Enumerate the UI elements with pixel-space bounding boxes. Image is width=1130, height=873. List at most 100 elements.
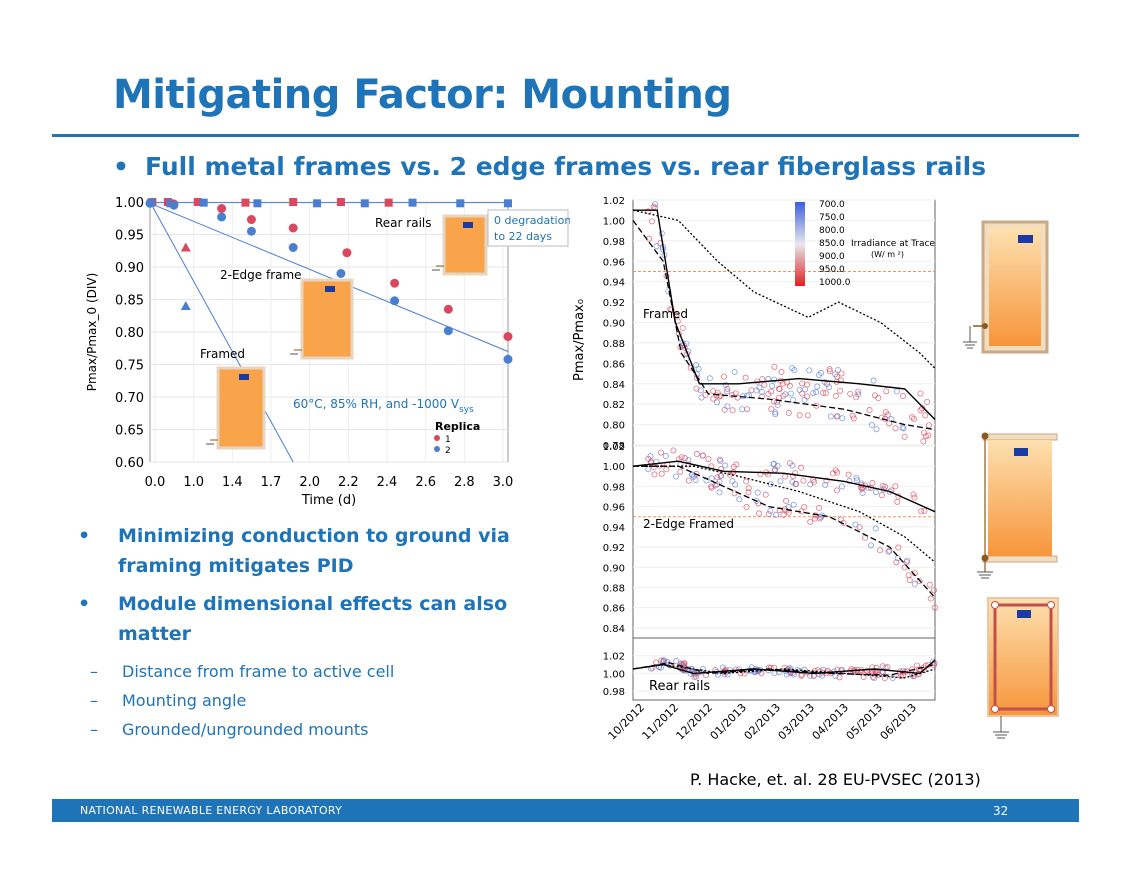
data-point bbox=[930, 658, 937, 665]
bullet-item: • Module dimensional effects can also ma… bbox=[78, 589, 548, 649]
x-tick-label: 0.0 bbox=[145, 475, 166, 490]
data-point bbox=[771, 376, 778, 383]
data-point bbox=[789, 479, 796, 486]
y-tick-label: 0.95 bbox=[115, 229, 144, 244]
colorbar-tick-label: 750.0 bbox=[819, 213, 845, 223]
data-point bbox=[384, 198, 393, 207]
data-point bbox=[739, 406, 746, 413]
data-point bbox=[801, 504, 808, 511]
y-tick-label: 1.00 bbox=[603, 462, 625, 473]
data-point bbox=[889, 675, 896, 682]
framed-module-icon bbox=[963, 220, 1049, 354]
data-point bbox=[833, 413, 840, 420]
data-point bbox=[246, 226, 256, 236]
data-point bbox=[826, 368, 833, 375]
panel-frame bbox=[632, 445, 936, 639]
data-point bbox=[313, 199, 322, 208]
data-point bbox=[289, 198, 298, 206]
data-point bbox=[782, 391, 789, 398]
data-point bbox=[710, 388, 717, 395]
module-icons bbox=[963, 220, 1059, 739]
framed-inset-icon bbox=[206, 366, 266, 450]
data-point bbox=[822, 481, 829, 488]
data-point bbox=[736, 496, 743, 503]
sub-bullet-item: – Mounting angle bbox=[38, 686, 548, 715]
data-point bbox=[921, 429, 928, 436]
edge-framed-module-icon bbox=[977, 432, 1058, 579]
data-point bbox=[838, 370, 845, 377]
data-point bbox=[342, 248, 352, 258]
data-point bbox=[724, 403, 731, 410]
data-point bbox=[658, 470, 665, 477]
data-point bbox=[731, 490, 738, 497]
data-point bbox=[910, 491, 917, 498]
data-point bbox=[852, 668, 859, 675]
data-point bbox=[199, 198, 208, 207]
annotation-subscript: sys bbox=[459, 405, 474, 415]
data-point bbox=[823, 477, 830, 484]
data-point bbox=[873, 426, 880, 433]
data-point bbox=[743, 504, 750, 511]
y-tick-label: 0.85 bbox=[115, 294, 144, 309]
data-point bbox=[807, 518, 814, 525]
junction-box bbox=[463, 222, 473, 228]
data-point bbox=[246, 215, 256, 225]
data-point bbox=[662, 453, 669, 460]
fit-line-dotted bbox=[632, 663, 936, 679]
data-point bbox=[904, 557, 911, 564]
data-point bbox=[911, 580, 918, 587]
sub-bullet-marker: – bbox=[90, 691, 98, 710]
data-point bbox=[772, 409, 779, 416]
panel-label: Framed bbox=[643, 307, 688, 321]
data-point bbox=[773, 511, 780, 518]
data-point bbox=[772, 466, 779, 473]
x-axis-label: Time (d) bbox=[301, 493, 356, 508]
data-point bbox=[688, 471, 695, 478]
data-point bbox=[886, 488, 893, 495]
annotation-conditions: 60°C, 85% RH, and -1000 Vsys bbox=[293, 397, 474, 415]
data-point bbox=[742, 374, 749, 381]
x-tick-label: 10/2012 bbox=[606, 701, 648, 743]
data-point bbox=[744, 392, 751, 399]
data-point bbox=[827, 413, 834, 420]
data-point bbox=[821, 378, 828, 385]
data-point bbox=[892, 425, 899, 432]
x-tick-label: 1.7 bbox=[261, 475, 282, 490]
bullet-item: • Minimizing conduction to ground via fr… bbox=[78, 521, 548, 581]
right-chart: Pmax/Pmax₀ 1.02 1.00 0.98 0.96 0.94 0.92 0.90 0.… bbox=[572, 196, 938, 743]
data-point bbox=[925, 432, 932, 439]
data-point bbox=[815, 371, 822, 378]
junction-box bbox=[239, 374, 249, 380]
y-tick-label: 0.94 bbox=[603, 523, 625, 534]
data-point bbox=[503, 354, 513, 364]
data-point bbox=[816, 504, 823, 511]
y-axis-label: Pmax/Pmax_0 (DIV) bbox=[85, 273, 99, 392]
data-point bbox=[849, 412, 856, 419]
y-tick-label: 0.86 bbox=[603, 359, 625, 370]
data-point bbox=[180, 301, 191, 310]
data-point bbox=[872, 489, 879, 496]
data-point bbox=[504, 199, 512, 208]
data-point bbox=[814, 383, 821, 390]
data-point bbox=[926, 581, 933, 588]
data-point bbox=[658, 657, 665, 664]
x-tick-label: 2.4 bbox=[377, 475, 398, 490]
data-point bbox=[870, 377, 877, 384]
data-point bbox=[765, 511, 772, 518]
fit-line-solid bbox=[632, 659, 936, 675]
data-point bbox=[729, 407, 736, 414]
data-point bbox=[899, 424, 906, 431]
chart-panel: 1.02 1.00 0.98 0.96 0.94 0.92 0.90 0.88 0.86 0.84… bbox=[603, 196, 936, 452]
data-point bbox=[241, 198, 250, 207]
y-tick-label: 1.02 bbox=[603, 652, 625, 663]
data-point bbox=[822, 390, 829, 397]
data-point bbox=[716, 456, 723, 463]
data-point bbox=[856, 524, 863, 531]
y-tick-label: 0.84 bbox=[603, 624, 625, 635]
data-point bbox=[818, 369, 825, 376]
colorbar-strip bbox=[795, 202, 805, 286]
x-tick-label: 06/2013 bbox=[878, 701, 920, 743]
data-point bbox=[716, 393, 723, 400]
x-tick-label: 01/2013 bbox=[708, 701, 750, 743]
data-point bbox=[930, 587, 937, 594]
